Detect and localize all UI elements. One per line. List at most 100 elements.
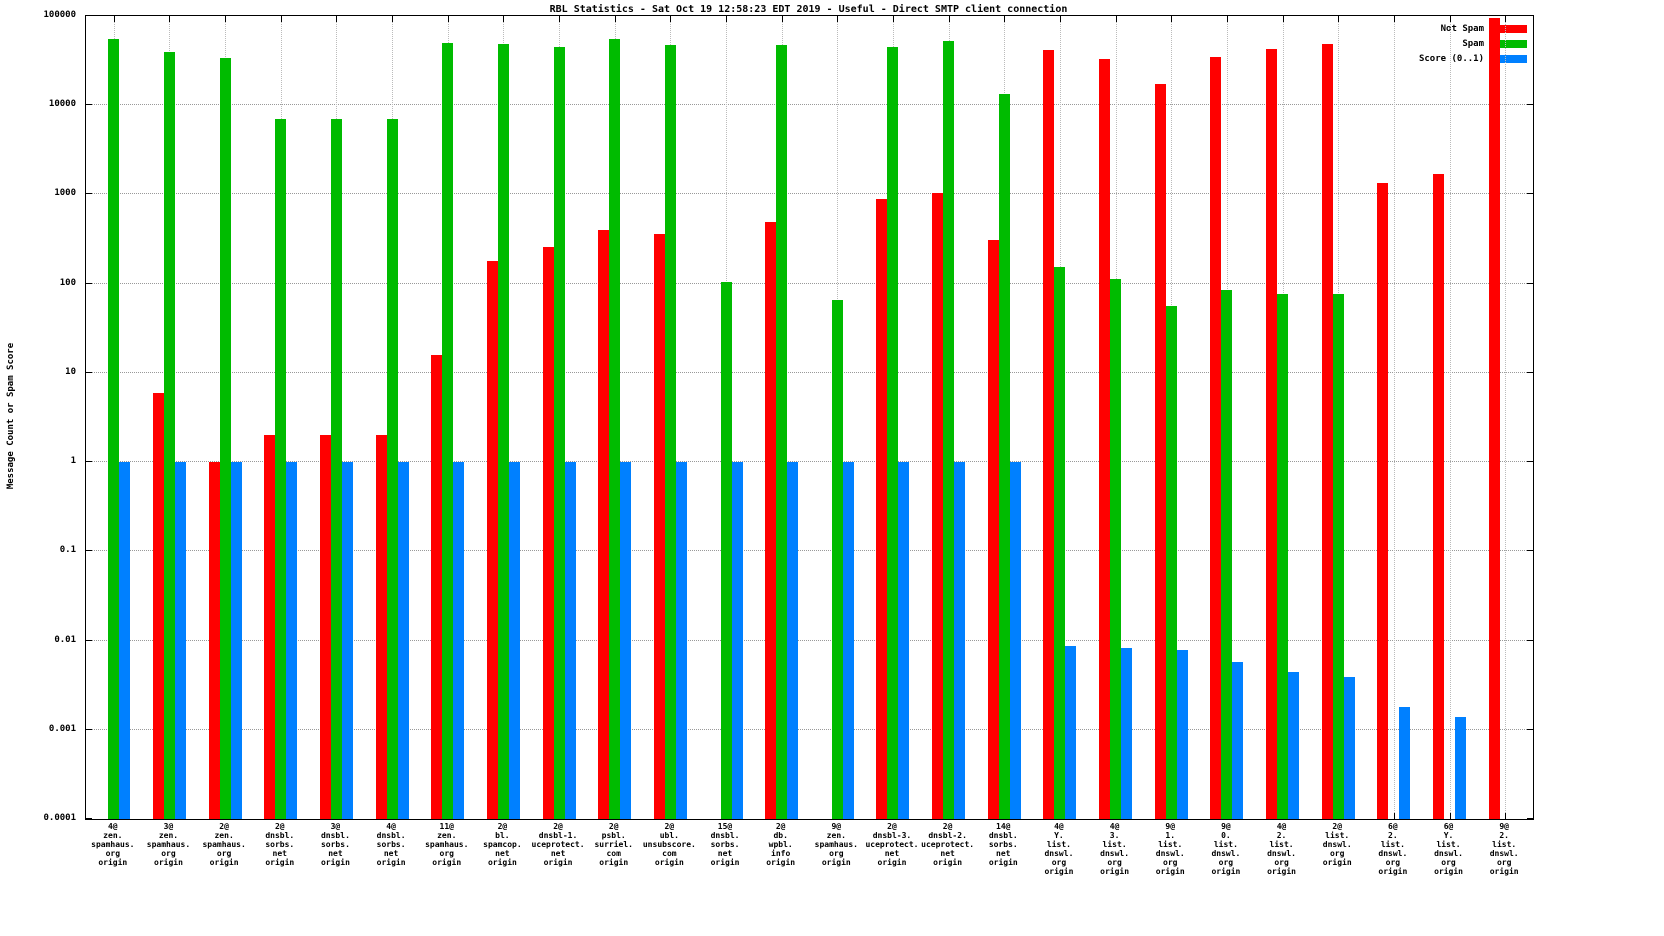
x-tick-mark bbox=[280, 16, 282, 22]
y-tick-mark bbox=[1527, 15, 1533, 16]
y-tick-mark bbox=[86, 104, 92, 106]
x-tick-label: 2@ psbl. surriel. com origin bbox=[594, 822, 633, 867]
x-tick-label-line: 9@ bbox=[1165, 822, 1176, 831]
bar-not-spam bbox=[152, 392, 164, 819]
x-tick-label-line: 14@ bbox=[996, 822, 1011, 831]
bar-not-spam bbox=[1099, 58, 1111, 819]
x-tick-label-line: 2. bbox=[1276, 831, 1287, 840]
x-tick-label-line: dnsbl-3. bbox=[872, 831, 912, 840]
bar-spam bbox=[943, 41, 955, 819]
bar-score-0-1 bbox=[119, 462, 131, 819]
bar-score-0-1 bbox=[1232, 661, 1244, 819]
x-tick-label-line: origin bbox=[821, 858, 851, 867]
bar-score-0-1 bbox=[842, 462, 854, 819]
x-tick-label-line: dnsbl. bbox=[376, 831, 406, 840]
y-tick-label: 10 bbox=[65, 366, 76, 377]
x-tick-label: 6@ 2. list. dnswl. org origin bbox=[1378, 822, 1407, 876]
bar-not-spam bbox=[1154, 83, 1166, 819]
bar-score-0-1 bbox=[453, 462, 465, 819]
x-tick-label-line: 9@ bbox=[831, 822, 842, 831]
x-tick-label-line: origin bbox=[98, 858, 128, 867]
bar-score-0-1 bbox=[898, 462, 910, 819]
x-tick-mark bbox=[559, 16, 561, 22]
x-tick-label-line: org bbox=[1329, 849, 1345, 858]
bar-score-0-1 bbox=[1399, 707, 1411, 819]
x-tick-mark bbox=[1338, 16, 1340, 22]
bar-not-spam bbox=[1043, 49, 1055, 819]
bar-score-0-1 bbox=[508, 462, 520, 819]
bar-not-spam bbox=[542, 246, 554, 819]
y-tick-label: 1000 bbox=[54, 188, 76, 199]
x-tick-label: 2@ ubl. unsubscore. com origin bbox=[643, 822, 696, 867]
x-tick-label-line: origin bbox=[265, 858, 295, 867]
y-tick-label: 100000 bbox=[43, 10, 76, 20]
x-tick-label-line: org bbox=[216, 849, 232, 858]
x-tick-label-line: list. bbox=[1158, 840, 1183, 849]
bar-score-0-1 bbox=[397, 462, 409, 819]
x-tick-label-line: spamhaus. bbox=[146, 840, 191, 849]
bar-not-spam bbox=[431, 354, 443, 819]
y-tick-mark bbox=[86, 639, 92, 641]
x-tick-label-line: dnswl. bbox=[1489, 849, 1519, 858]
x-tick-label: 9@ 1. list. dnswl. org origin bbox=[1156, 822, 1185, 876]
bar-score-0-1 bbox=[787, 462, 799, 819]
x-tick-label: 4@ 2. list. dnswl. org origin bbox=[1267, 822, 1296, 876]
x-tick-mark bbox=[892, 16, 894, 22]
h-gridline bbox=[86, 282, 1533, 284]
x-tick-label-line: 2@ bbox=[553, 822, 563, 831]
bar-spam bbox=[1221, 290, 1233, 819]
x-tick-label-line: spamhaus. bbox=[425, 840, 469, 849]
legend-label: Spam bbox=[1462, 39, 1484, 49]
h-gridline bbox=[86, 550, 1533, 552]
x-tick-label-line: sorbs. bbox=[988, 840, 1018, 849]
x-tick-label-line: org bbox=[1496, 858, 1512, 867]
x-tick-label-line: dnswl. bbox=[1322, 840, 1352, 849]
x-tick-label-line: dnsbl-2. bbox=[928, 831, 967, 840]
x-tick-label-line: surriel. bbox=[594, 840, 633, 849]
x-tick-label-line: net bbox=[272, 849, 287, 858]
x-tick-label-line: 4@ bbox=[1054, 822, 1064, 831]
y-tick-mark bbox=[86, 371, 92, 373]
x-tick-label-line: uceprotect. bbox=[865, 840, 919, 849]
y-tick-mark bbox=[86, 818, 92, 819]
x-tick-label-line: net bbox=[328, 849, 343, 858]
x-tick-label-line: org bbox=[1163, 858, 1178, 867]
x-tick-label-line: sorbs. bbox=[320, 840, 350, 849]
x-tick-label: 15@ dnsbl. sorbs. net origin bbox=[711, 822, 740, 867]
bar-not-spam bbox=[1266, 48, 1278, 819]
bar-score-0-1 bbox=[731, 462, 743, 819]
bar-spam bbox=[386, 119, 398, 819]
x-tick-label-line: psbl. bbox=[601, 831, 626, 840]
x-tick-label-line: origin bbox=[654, 858, 684, 867]
bar-score-0-1 bbox=[341, 462, 353, 819]
bar-not-spam bbox=[653, 234, 665, 819]
x-tick-label-line: zen. bbox=[826, 831, 846, 840]
x-tick-label-line: net bbox=[717, 849, 733, 858]
x-tick-label-line: org bbox=[1274, 858, 1289, 867]
x-tick-mark bbox=[1393, 16, 1395, 22]
bar-score-0-1 bbox=[954, 462, 966, 819]
x-tick-label-line: sorbs. bbox=[376, 840, 406, 849]
x-tick-label: 4@ Y. list. dnswl. org origin bbox=[1044, 822, 1073, 876]
x-tick-label-line: dnsbl. bbox=[710, 831, 740, 840]
x-tick-label-line: origin bbox=[432, 858, 462, 867]
x-tick-label-line: list. bbox=[1213, 840, 1238, 849]
x-tick-label-line: origin bbox=[543, 858, 573, 867]
bar-score-0-1 bbox=[620, 462, 632, 819]
h-gridline bbox=[86, 639, 1533, 641]
bar-not-spam bbox=[598, 229, 610, 819]
x-tick-label-line: uceprotect. bbox=[531, 840, 585, 849]
x-tick-mark bbox=[1449, 813, 1451, 819]
x-tick-label: 2@ db. wpbl. info origin bbox=[766, 822, 795, 867]
legend-swatch-green bbox=[1492, 40, 1527, 48]
x-tick-label-line: Y. bbox=[1054, 831, 1064, 840]
x-tick-label-line: origin bbox=[988, 858, 1018, 867]
bar-score-0-1 bbox=[675, 462, 687, 819]
x-tick-label: 4@ 3. list. dnswl. org origin bbox=[1100, 822, 1129, 876]
v-gridline bbox=[1505, 16, 1507, 819]
plot-area: Not Spam Spam Score (0..1) bbox=[85, 15, 1534, 820]
x-tick-mark bbox=[503, 16, 505, 22]
x-tick-label-line: uceprotect. bbox=[921, 840, 975, 849]
bar-spam bbox=[776, 45, 788, 819]
bar-not-spam bbox=[1488, 18, 1500, 819]
